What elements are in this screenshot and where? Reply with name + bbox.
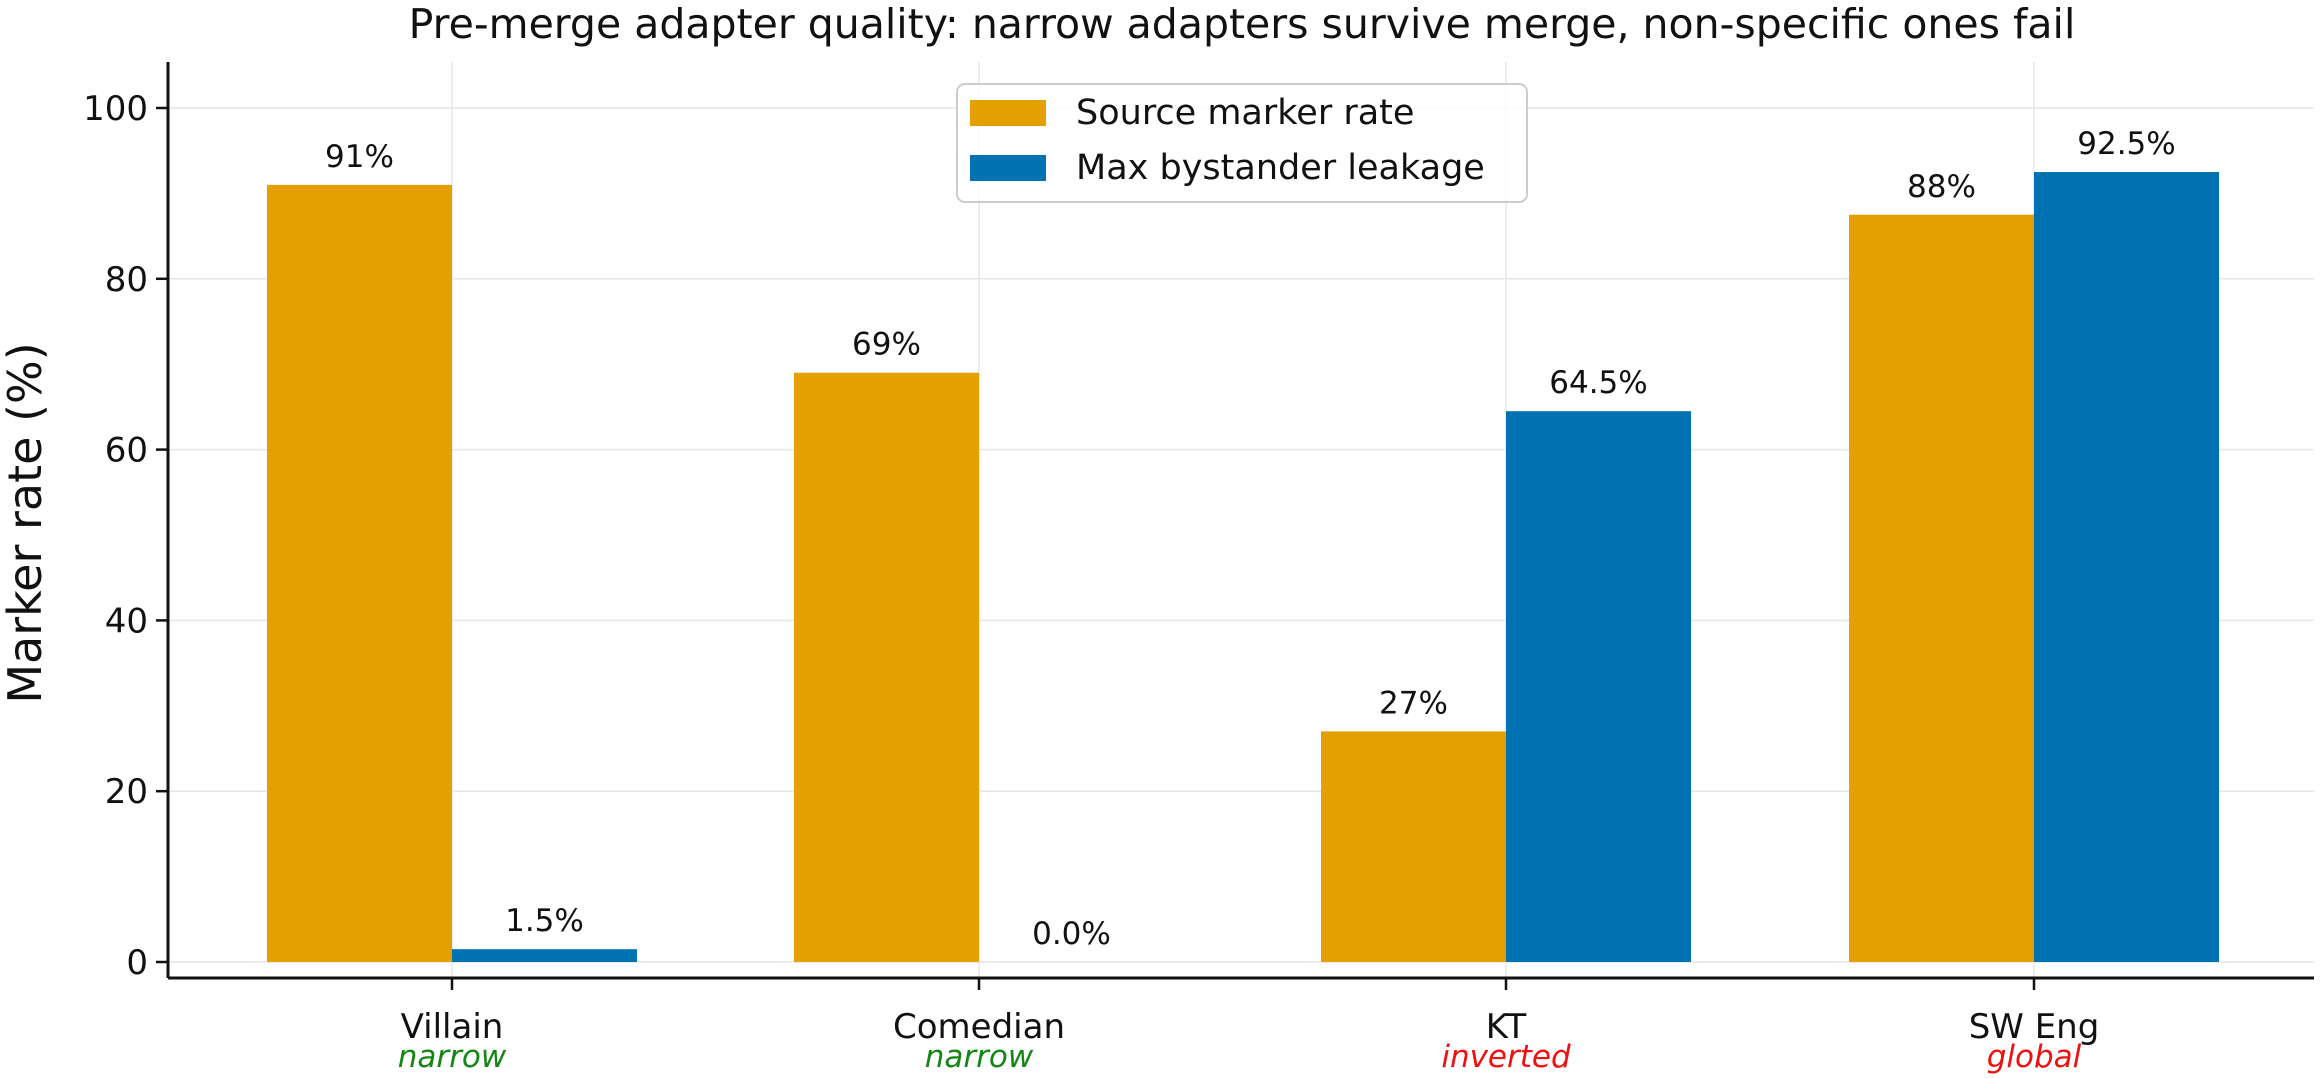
data-label: 1.5% <box>505 903 584 939</box>
data-label: 0.0% <box>1032 916 1111 952</box>
data-label: 88% <box>1907 169 1976 205</box>
legend-swatch <box>970 155 1046 181</box>
chart-title: Pre-merge adapter quality: narrow adapte… <box>409 0 2076 48</box>
bar-villain-leakage <box>452 949 637 962</box>
legend-entry: Source marker rate <box>1076 93 1414 133</box>
label-layer: 0 20 40 60 80 100 91% 69% 27% 88% 1.5% 0.0% 64.5% 92.… <box>83 89 2176 1075</box>
axis-layer <box>156 62 2314 990</box>
legend-frame <box>956 83 1528 203</box>
category-tag: global <box>1987 1039 2082 1075</box>
bar-layer <box>267 172 2219 963</box>
legend-swatch <box>970 100 1046 126</box>
x-tick-label: KT <box>1486 1007 1527 1047</box>
data-label: 27% <box>1379 685 1448 721</box>
legend-entry: Max bystander leakage <box>1076 148 1485 188</box>
data-label: 92.5% <box>2077 126 2175 162</box>
bar-villain-source <box>267 184 452 963</box>
y-tick-label: 20 <box>105 772 148 812</box>
data-label: 91% <box>325 139 394 175</box>
bar-comedian-source <box>794 372 979 962</box>
bar-sw-eng-source <box>1849 214 2034 962</box>
y-tick-label: 60 <box>105 431 148 471</box>
y-tick-label: 40 <box>105 601 148 641</box>
bar-kt-leakage <box>1506 411 1691 962</box>
data-label: 69% <box>852 327 921 363</box>
category-tag: narrow <box>398 1039 507 1075</box>
y-tick-label: 80 <box>105 260 148 300</box>
bar-kt-source <box>1321 731 1506 962</box>
category-tag: narrow <box>925 1039 1034 1075</box>
y-tick-label: 0 <box>126 943 148 983</box>
x-tick-label: Villain <box>401 1007 504 1047</box>
legend: Source marker rate Max bystander leakage <box>956 83 1528 203</box>
data-label: 64.5% <box>1549 365 1647 401</box>
y-axis-label: Marker rate (%) <box>0 342 52 703</box>
x-tick-label: SW Eng <box>1969 1007 2100 1047</box>
category-tag: inverted <box>1441 1039 1571 1075</box>
x-tick-label: Comedian <box>893 1007 1065 1047</box>
bar-sw-eng-leakage <box>2034 172 2219 963</box>
y-tick-label: 100 <box>83 89 148 129</box>
